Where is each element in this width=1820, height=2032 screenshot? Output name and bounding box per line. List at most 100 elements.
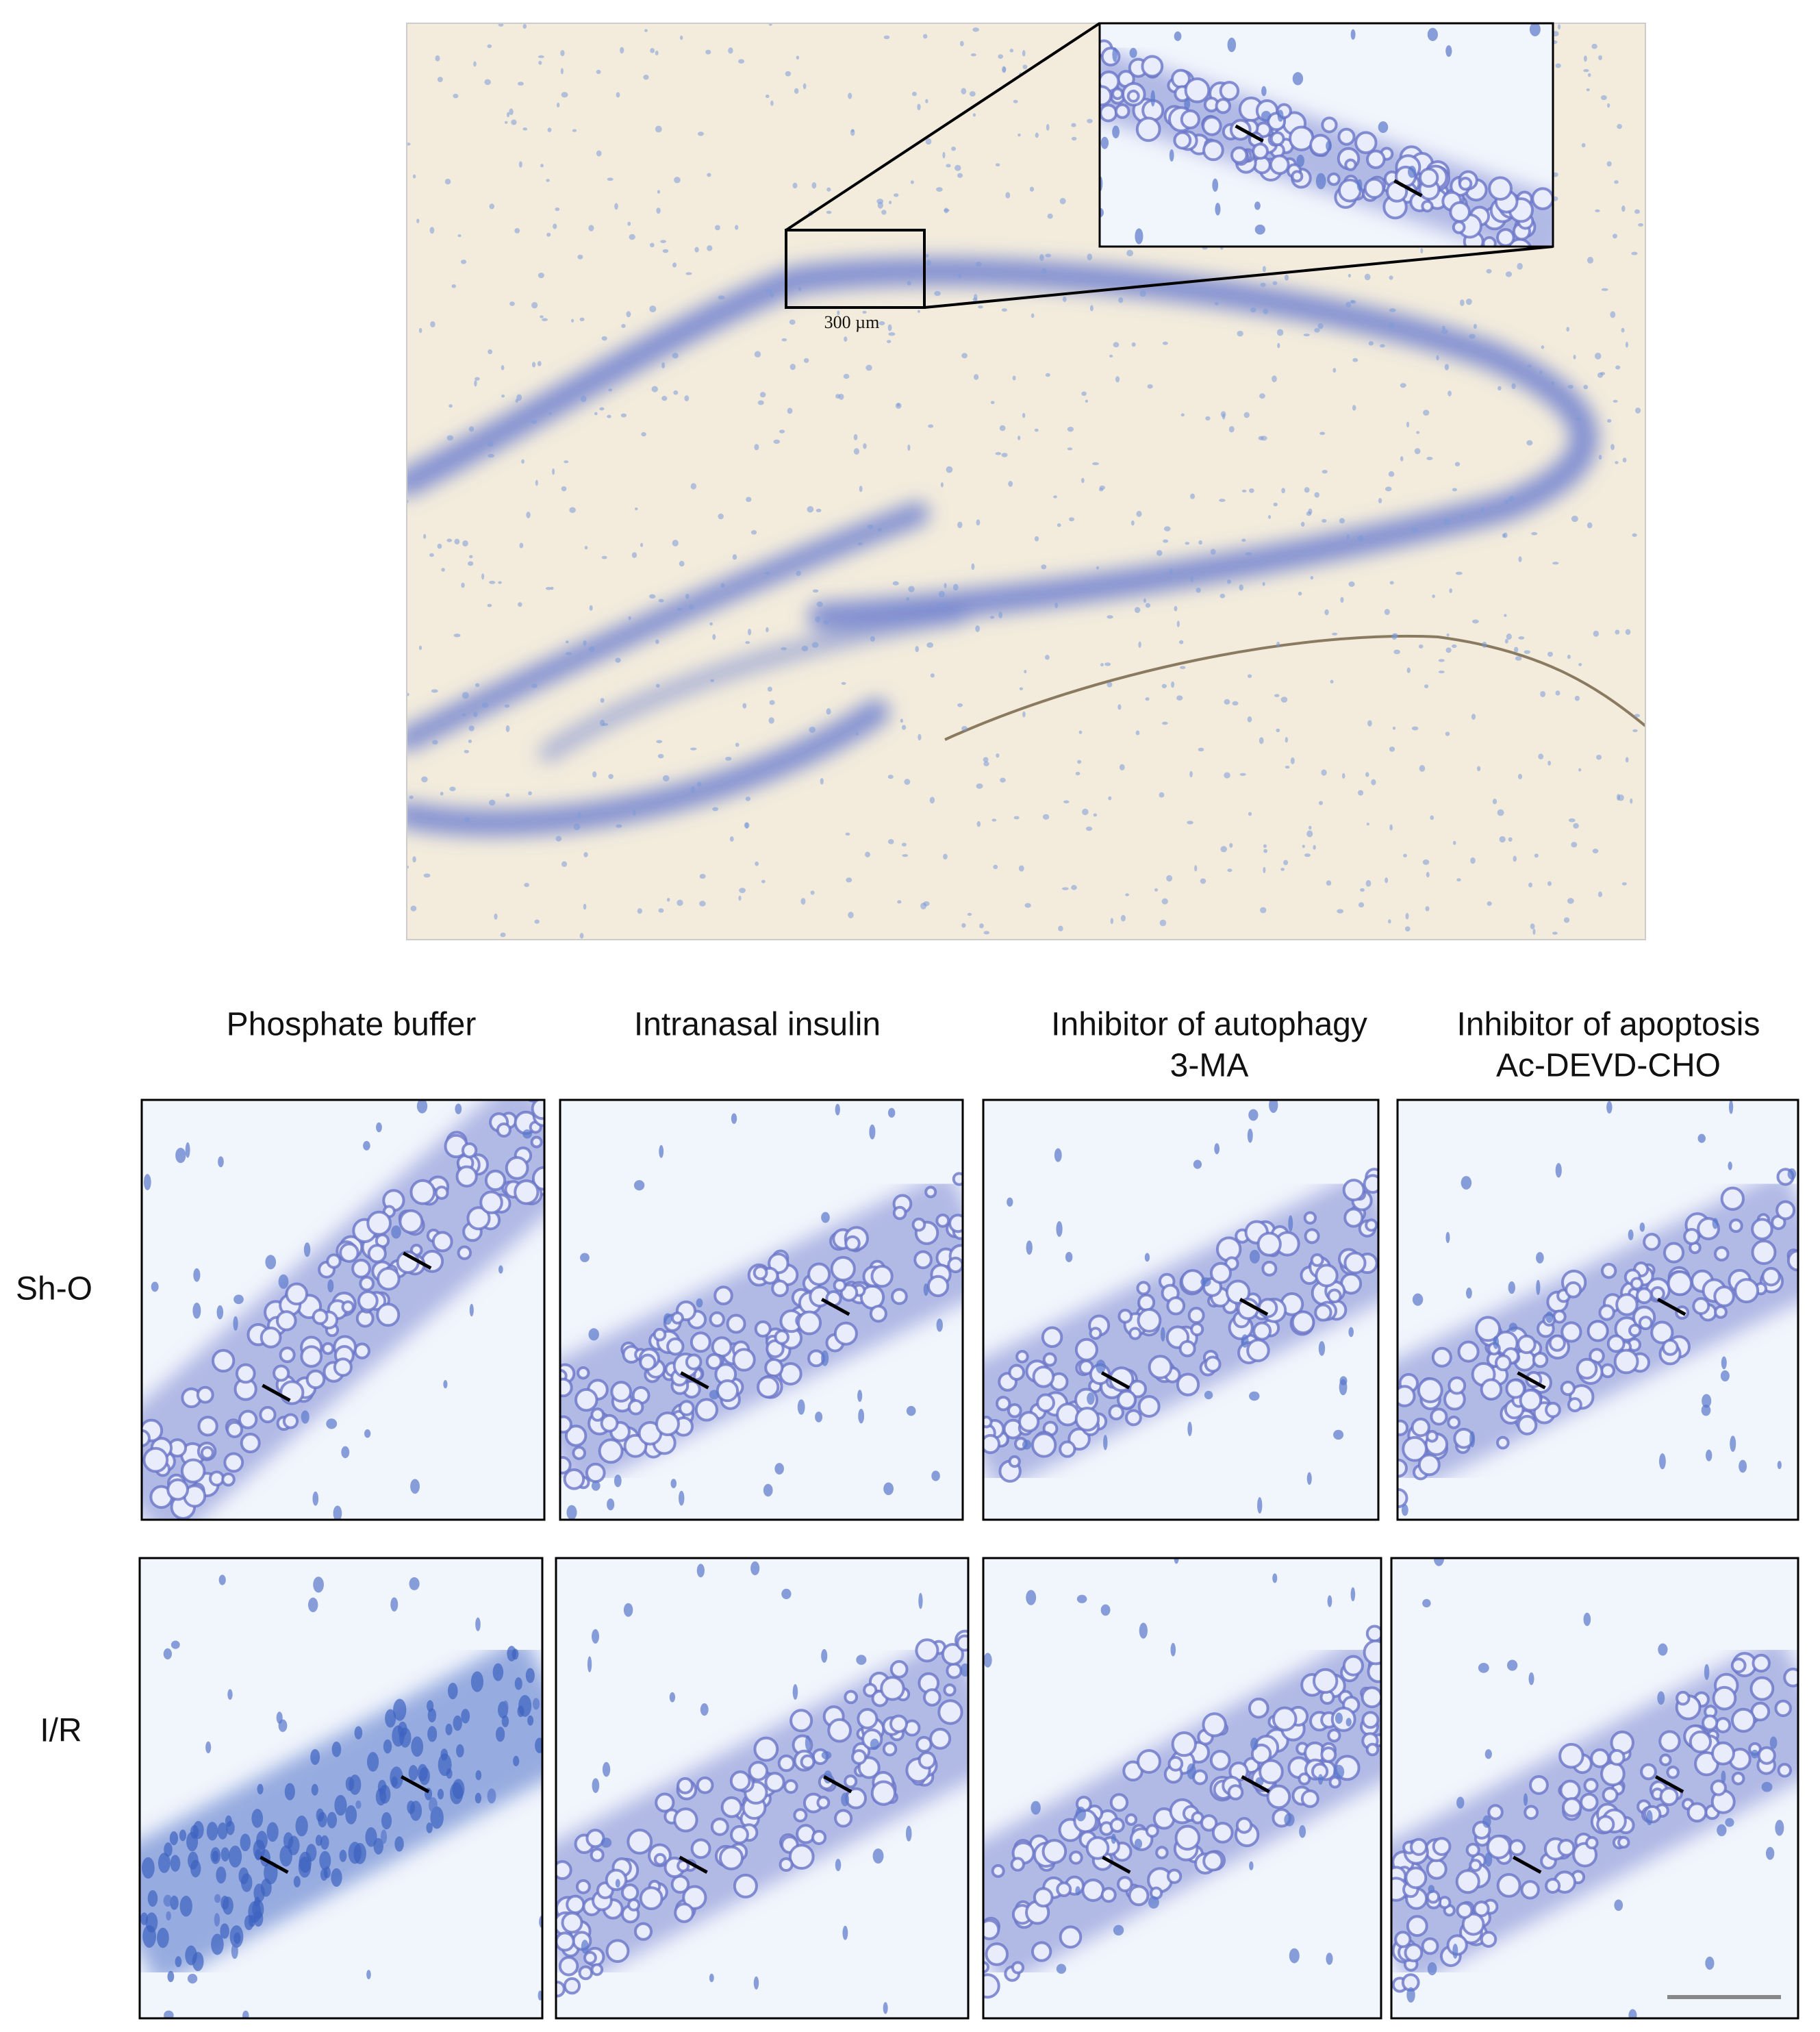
glial-cell xyxy=(1348,1327,1354,1338)
glial-cell xyxy=(1174,31,1182,41)
cell xyxy=(1774,1699,1792,1718)
cell xyxy=(1124,1813,1138,1826)
cell xyxy=(1658,1730,1681,1753)
glial-cell xyxy=(1536,1279,1541,1295)
cell xyxy=(867,524,874,529)
cell xyxy=(1422,859,1430,865)
column-header: Phosphate buffer xyxy=(227,1007,477,1043)
cell xyxy=(936,187,943,192)
cell xyxy=(1302,844,1305,849)
cell xyxy=(1318,801,1324,805)
glial-cell xyxy=(781,1588,792,1599)
glial-cell xyxy=(175,1147,186,1164)
cell xyxy=(538,55,544,58)
cell xyxy=(1229,842,1233,848)
cell xyxy=(607,177,614,181)
cell xyxy=(1159,792,1165,798)
glial-cell xyxy=(669,1692,676,1703)
glial-cell xyxy=(1056,1964,1067,1974)
tissue xyxy=(407,23,1645,939)
cell xyxy=(504,704,510,708)
glial-cell xyxy=(1254,201,1261,210)
cell xyxy=(643,75,649,80)
cell xyxy=(1314,492,1320,498)
micrograph-frame xyxy=(982,1099,1380,1521)
cell xyxy=(475,683,480,688)
cell xyxy=(1513,855,1517,862)
tissue xyxy=(560,1103,963,1520)
scale-label: 300 µm xyxy=(824,312,880,332)
cell xyxy=(1689,1730,1712,1754)
cell xyxy=(467,561,474,566)
cell xyxy=(529,1071,550,1092)
cell xyxy=(1215,97,1232,114)
cell xyxy=(991,1864,1005,1878)
cell xyxy=(649,594,656,599)
cell xyxy=(834,1809,853,1828)
cell xyxy=(688,604,694,610)
cell xyxy=(531,683,538,688)
cell xyxy=(435,55,440,62)
glial-cell xyxy=(1257,1497,1263,1514)
glial-cell xyxy=(821,1350,829,1366)
cell xyxy=(922,1688,941,1707)
cell xyxy=(1406,421,1410,428)
cell xyxy=(1488,176,1513,201)
cell xyxy=(1502,533,1506,538)
cell xyxy=(1363,1640,1381,1666)
cell xyxy=(1403,853,1407,857)
cell xyxy=(1398,1419,1408,1436)
glial-cell xyxy=(1339,1379,1348,1396)
cell xyxy=(1033,1887,1054,1908)
glial-cell xyxy=(815,1412,823,1422)
cell xyxy=(1406,667,1411,673)
glial-cell xyxy=(205,1741,212,1754)
cell xyxy=(1505,1378,1526,1399)
glial-cell xyxy=(313,1577,324,1593)
cell xyxy=(455,1165,478,1188)
cell xyxy=(305,1369,326,1390)
cell xyxy=(381,1811,392,1830)
cell xyxy=(1365,1742,1380,1757)
glial-cell xyxy=(566,1505,577,1520)
cell xyxy=(639,1353,657,1371)
cell xyxy=(1545,1401,1561,1418)
cell xyxy=(526,512,531,518)
cell xyxy=(1002,66,1007,73)
cell xyxy=(558,1956,579,1977)
micrograph-frame xyxy=(1098,22,1554,248)
glial-cell xyxy=(376,1122,382,1133)
cell xyxy=(572,129,577,132)
glial-cell xyxy=(1112,125,1120,138)
glial-cell xyxy=(1065,1251,1073,1262)
glial-cell xyxy=(870,1738,879,1751)
glial-cell xyxy=(1170,1642,1176,1657)
cell xyxy=(897,900,902,904)
cell xyxy=(1461,1912,1485,1936)
cell xyxy=(468,426,475,432)
glial-cell xyxy=(1427,27,1438,42)
glial-cell xyxy=(327,1279,334,1293)
cell xyxy=(1300,521,1305,527)
cell xyxy=(993,864,998,869)
cell xyxy=(1032,1365,1055,1388)
cell xyxy=(1243,412,1250,418)
glial-cell xyxy=(1506,1659,1518,1671)
cell xyxy=(589,646,595,652)
cell xyxy=(934,290,941,297)
cell xyxy=(1092,462,1099,466)
cell xyxy=(244,1915,254,1931)
cell xyxy=(798,286,802,292)
glial-cell xyxy=(821,1212,830,1223)
cell xyxy=(1219,499,1226,502)
cell xyxy=(917,103,921,110)
cell xyxy=(716,1379,740,1403)
cell xyxy=(1426,1429,1439,1443)
cell xyxy=(720,1796,743,1818)
cell xyxy=(527,1100,540,1103)
glial-cell xyxy=(1445,1231,1450,1243)
cell xyxy=(461,260,467,264)
cell xyxy=(429,553,434,557)
cell xyxy=(331,1741,342,1757)
cell xyxy=(391,1776,398,1788)
